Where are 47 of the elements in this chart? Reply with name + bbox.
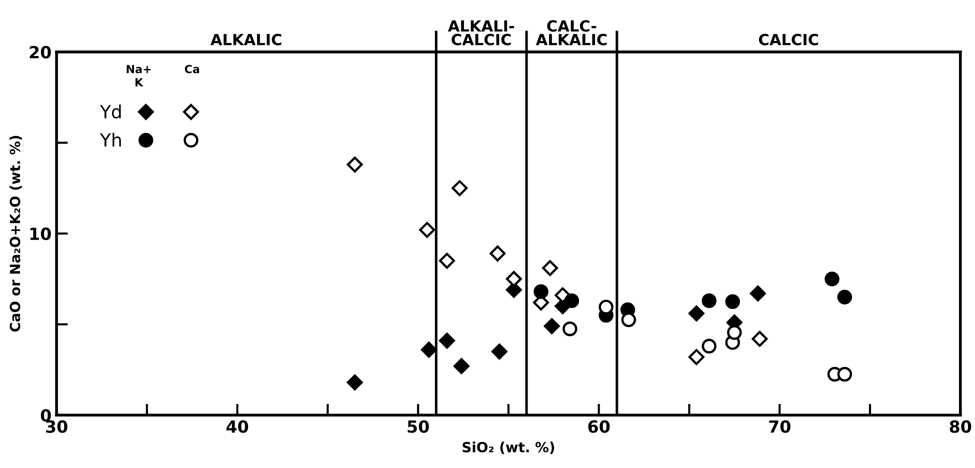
point	[837, 290, 852, 304]
x-tick-label: 60	[588, 420, 610, 433]
point	[346, 374, 363, 390]
annotation: Ca	[184, 64, 200, 74]
point	[688, 349, 704, 365]
point	[750, 285, 766, 302]
point	[534, 284, 548, 299]
point	[702, 293, 716, 308]
point	[491, 344, 508, 360]
text: CALC- ALKALIC	[536, 20, 607, 46]
point	[702, 338, 716, 354]
point	[419, 222, 436, 238]
y-tick-label: 20	[30, 46, 51, 59]
point	[346, 156, 363, 173]
point	[824, 272, 840, 286]
text: ALKALIC	[210, 34, 282, 46]
point	[752, 330, 768, 347]
point	[439, 252, 455, 269]
point	[453, 358, 470, 374]
x-tick-label: 30	[46, 420, 68, 433]
x-tick-label: 50	[408, 420, 429, 433]
y-axis-title: CaO or Na₂O+K₂O (wt. %)	[10, 136, 22, 332]
point	[452, 180, 468, 196]
point	[725, 294, 740, 309]
point	[544, 318, 560, 334]
y-tick-label: 0	[40, 409, 51, 422]
point	[564, 293, 580, 308]
point	[598, 300, 614, 314]
text: ALKALI- CALCIC	[448, 20, 514, 46]
text: CALCIC	[758, 34, 818, 46]
point	[621, 312, 636, 328]
y-tick-label: 10	[30, 227, 51, 240]
point	[562, 322, 578, 336]
x-axis-title: SiO₂ (wt. %)	[462, 442, 554, 454]
annotation: Na+ K	[126, 65, 151, 86]
point	[727, 325, 742, 340]
legend-label: Yd	[100, 104, 121, 118]
x-tick-label: 40	[226, 420, 248, 433]
point	[837, 366, 852, 382]
point	[688, 305, 704, 322]
x-tick-label: 80	[950, 420, 972, 433]
point	[420, 342, 437, 358]
legend-label: Yh	[100, 132, 121, 147]
point	[439, 332, 455, 349]
x-tick-label: 70	[769, 420, 790, 433]
point	[542, 260, 558, 276]
point	[490, 246, 506, 262]
